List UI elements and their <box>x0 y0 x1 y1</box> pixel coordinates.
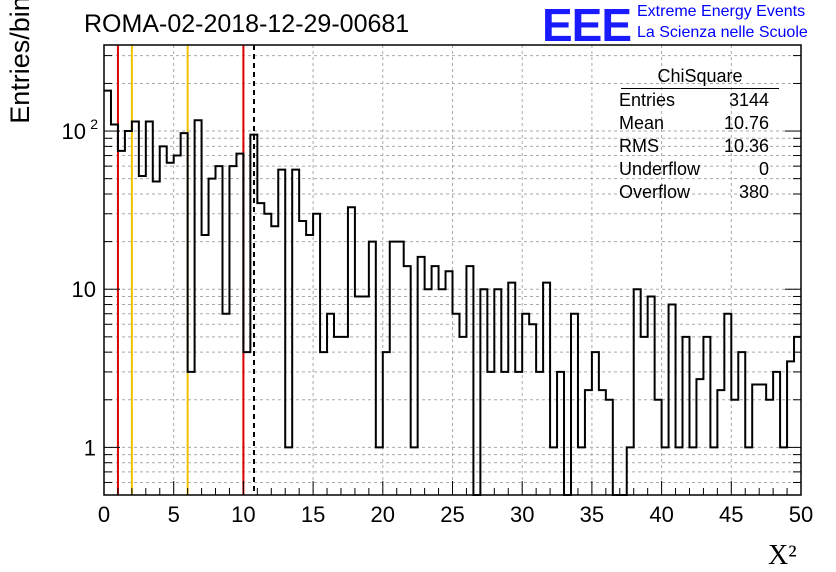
stats-value: 10.36 <box>723 136 769 156</box>
stats-row: Mean 10.76 <box>611 112 779 135</box>
y-tick-label: 10 <box>72 277 96 302</box>
x-tick-label: 45 <box>719 502 743 527</box>
logo-line-1: Extreme Energy Events <box>637 3 806 20</box>
x-tick-label: 15 <box>301 502 325 527</box>
stats-value: 3144 <box>728 90 769 110</box>
x-tick-label: 25 <box>440 502 464 527</box>
x-axis-label: X² <box>768 540 797 571</box>
x-tick-label: 50 <box>789 502 813 527</box>
stats-label: RMS <box>619 136 659 156</box>
y-tick-label: 10 <box>62 119 86 144</box>
chart-title: ROMA-02-2018-12-29-00681 <box>84 10 410 38</box>
stats-box: ChiSquare Entries 3144 Mean 10.76 RMS 10… <box>611 66 779 204</box>
stats-label: Entries <box>619 90 676 110</box>
stats-title: ChiSquare <box>621 66 779 89</box>
x-tick-label: 40 <box>649 502 673 527</box>
x-tick-label: 30 <box>510 502 534 527</box>
x-tick-label: 35 <box>580 502 604 527</box>
stats-label: Overflow <box>619 182 691 202</box>
stats-row: RMS 10.36 <box>611 135 779 158</box>
y-tick-label: 1 <box>84 435 96 460</box>
x-tick-label: 10 <box>231 502 255 527</box>
stats-row: Entries 3144 <box>611 89 779 112</box>
x-tick-label: 5 <box>168 502 180 527</box>
stats-row: Underflow 0 <box>611 158 779 181</box>
logo-line-2: La Scienza nelle Scuole <box>637 24 808 41</box>
x-tick-label: 0 <box>98 502 110 527</box>
stats-value: 10.76 <box>723 113 769 133</box>
histogram-series <box>104 89 801 496</box>
stats-value: 380 <box>738 182 769 202</box>
x-tick-label: 20 <box>371 502 395 527</box>
stats-row: Overflow 380 <box>611 181 779 204</box>
stats-value: 0 <box>758 159 769 179</box>
y-tick-exponent: 2 <box>90 116 98 132</box>
y-axis-label: Entries/bin <box>5 0 35 124</box>
stats-label: Mean <box>619 113 665 133</box>
stats-label: Underflow <box>619 159 701 179</box>
eee-logo: EEE <box>542 0 632 51</box>
